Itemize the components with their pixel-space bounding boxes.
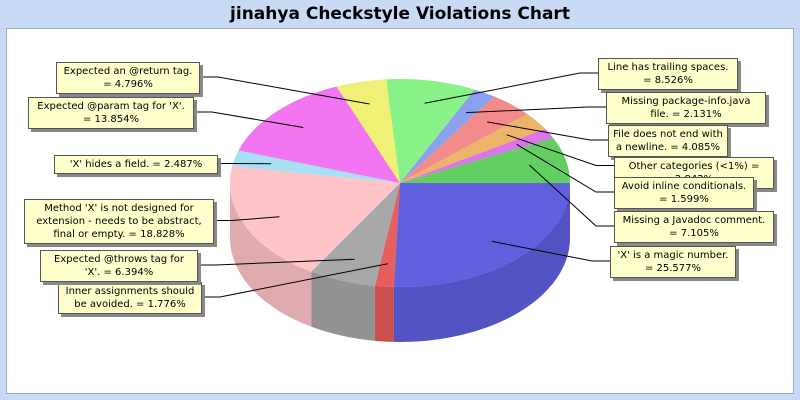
- pie-slice-1[interactable]: [374, 183, 400, 287]
- chart-title: jinahya Checkstyle Violations Chart: [230, 4, 570, 24]
- slice-label-2: Expected @throws tag for 'X'. = 6.394%: [40, 250, 198, 282]
- pie-slice-side-0: [393, 183, 570, 342]
- pie-slice-10[interactable]: [400, 113, 546, 183]
- slice-label-7: Line has trailing spaces. = 8.526%: [598, 58, 738, 90]
- pie-slice-4[interactable]: [232, 150, 400, 183]
- pie-slice-0[interactable]: [393, 183, 570, 287]
- pie-slice-side-3: [230, 183, 312, 327]
- label-leader-line-2: [198, 258, 355, 266]
- slice-label-8: Missing package-info.java file. = 2.131%: [606, 92, 766, 124]
- slice-label-11: Avoid inline conditionals. = 1.599%: [614, 177, 754, 209]
- slice-label-6: Expected an @return tag. = 4.796%: [56, 62, 200, 94]
- slice-label-1: Inner assignments should be avoided. = 1…: [58, 282, 202, 314]
- label-leader-line-10: [506, 134, 614, 166]
- pie-slice-12[interactable]: [400, 138, 570, 183]
- label-leader-line-5: [194, 111, 304, 129]
- label-leader-line-0: [491, 240, 610, 262]
- pie-slice-side-2: [311, 271, 375, 341]
- pie-slice-9[interactable]: [400, 96, 528, 183]
- slice-label-5: Expected @param tag for 'X'. = 13.854%: [28, 97, 194, 129]
- slice-label-3: Method 'X' is not designed for extension…: [24, 199, 214, 244]
- label-leader-line-3: [214, 216, 280, 221]
- slice-label-12: Missing a Javadoc comment. = 7.105%: [614, 211, 774, 243]
- pie-slice-11[interactable]: [400, 128, 554, 183]
- label-leader-line-6: [200, 76, 370, 105]
- label-leader-line-1: [202, 263, 388, 298]
- pie-slice-7[interactable]: [386, 79, 475, 183]
- slice-label-9: File does not end with a newline. = 4.08…: [608, 125, 728, 157]
- label-leader-line-11: [516, 143, 614, 193]
- pie-slice-3[interactable]: [230, 166, 400, 272]
- slice-label-4: 'X' hides a field. = 2.487%: [54, 155, 218, 174]
- label-leader-line-8: [466, 106, 606, 114]
- pie-slice-5[interactable]: [238, 86, 400, 183]
- pie-slice-6[interactable]: [336, 79, 400, 183]
- label-leader-line-7: [424, 72, 598, 104]
- label-leader-line-12: [528, 164, 614, 227]
- slice-label-0: 'X' is a magic number. = 25.577%: [610, 246, 736, 278]
- pie-slice-side-1: [374, 285, 394, 342]
- label-leader-line-9: [487, 121, 608, 141]
